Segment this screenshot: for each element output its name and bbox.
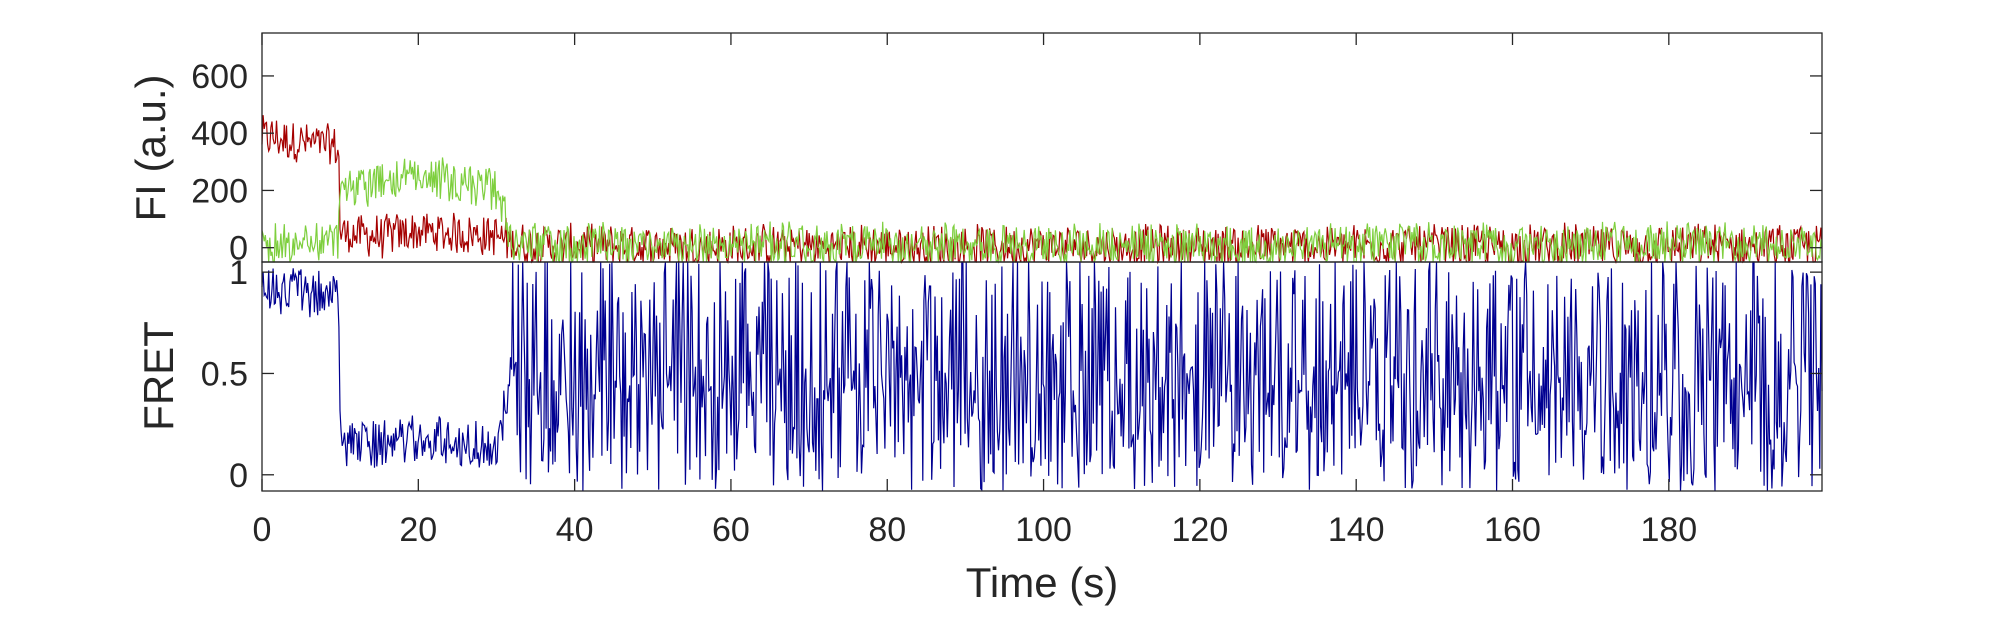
x-tick-label: 180: [1640, 511, 1697, 549]
x-tick-label: 20: [399, 511, 437, 549]
y-tick-label: 0: [229, 230, 248, 268]
x-tick-label: 120: [1172, 511, 1229, 549]
x-tick-label: 60: [712, 511, 750, 549]
x-tick-label: 80: [868, 511, 906, 549]
x-ticks: 0 20 40 60 80 100 120 140 160 180: [253, 33, 1697, 549]
y-tick-label: 1: [229, 254, 248, 292]
x-tick-label: 100: [1015, 511, 1072, 549]
x-tick-label: 40: [556, 511, 594, 549]
bottom-axes-frame: [261, 261, 1823, 492]
x-tick-label: 160: [1484, 511, 1541, 549]
x-tick-label: 0: [253, 511, 272, 549]
series-line-2: [261, 157, 1823, 264]
bottom-y-ticks: 00.51: [201, 254, 1822, 495]
series-line-1: [261, 261, 1823, 492]
y-tick-label: 400: [191, 115, 248, 153]
top-y-ticks: 0 200 400 600: [191, 58, 1822, 268]
top-panel: 0 200 400 600 FI (a.u.): [127, 32, 1823, 268]
bottom-panel: 00.51 0 20 40 60 80 100 120 140 160 180 FRET Time…: [135, 33, 1823, 606]
intensity-traces: [261, 115, 1823, 265]
y-tick-label: 0: [229, 457, 248, 495]
y-tick-label: 200: [191, 172, 248, 210]
y-tick-label: 0.5: [201, 355, 248, 393]
x-tick-label: 140: [1328, 511, 1385, 549]
top-y-axis-label: FI (a.u.): [127, 74, 174, 221]
bottom-y-axis-label: FRET: [135, 321, 182, 431]
fret-trace: [261, 261, 1823, 492]
series-line-1: [261, 115, 1823, 265]
x-axis-label: Time (s): [966, 559, 1118, 606]
y-tick-label: 600: [191, 58, 248, 96]
